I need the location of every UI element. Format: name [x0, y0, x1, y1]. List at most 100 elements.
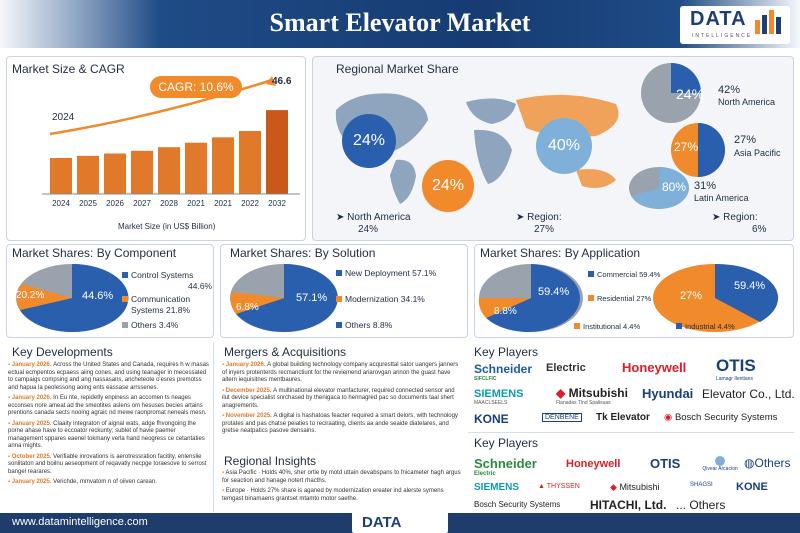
player-thyssen: ▲ THYSSEN — [538, 483, 580, 490]
footer-logo: DATA — [362, 514, 402, 531]
player-kone-1: KONE — [474, 412, 509, 426]
bar-2025 — [77, 155, 99, 194]
bar-2021 — [212, 137, 234, 194]
na-pie-pct: 24% — [676, 86, 705, 102]
developments-title: Key Developments — [12, 345, 113, 359]
bar-tick-label: 2021 — [214, 199, 232, 208]
solution-pie-second: 6.8% — [236, 302, 259, 313]
application-legend-3: Institutional 4.4% — [574, 322, 640, 331]
player-schneider-1: Schneider SIFCLFIC — [474, 362, 533, 382]
component-legend-1: Control Systems — [122, 270, 193, 280]
region-bubble: 24% — [422, 160, 474, 212]
players-title-2: Key Players — [474, 436, 539, 450]
player-kone-2: KONE — [736, 481, 768, 493]
dev-item: ▪ January 2026. In Eu nte, repidetly enp… — [8, 395, 207, 416]
component-pie-second: 20.2% — [16, 290, 45, 301]
region-footer-3-val: 6% — [752, 224, 767, 235]
trend-arrow — [49, 78, 273, 136]
players-divider — [468, 432, 794, 433]
logo-subtext: INTELLIGENCE — [692, 33, 753, 39]
cagr-pill: CAGR: 10.6% — [150, 76, 242, 98]
bar-2028 — [158, 147, 180, 194]
region-footer-3: ➤ Region: — [712, 212, 758, 223]
value-start-label: 2024 — [52, 112, 75, 123]
solution-legend-2: Modernization 34.1% — [336, 294, 425, 304]
footer-logo-box — [352, 512, 448, 533]
player-siemens-2: SIEMENS — [474, 482, 520, 493]
ins-item: ▪ Europe · Holds 27% share is aganed by … — [222, 488, 444, 502]
player-hyundai: Hyundai — [642, 386, 694, 401]
application-legend-1: Commercial 59.4% — [588, 270, 660, 279]
application-legend-4: Industrial 4.4% — [676, 322, 735, 331]
header-banner — [0, 0, 800, 48]
dev-item: ▪ January 2025. Verichde, mmvatom n of o… — [8, 479, 157, 485]
player-qivear: Qivear Arcacion — [700, 456, 740, 472]
mer-item: ▪ December 2025. A multinational elevato… — [222, 387, 455, 409]
region-footer-1-val: 24% — [358, 224, 379, 235]
player-schneider-2: Schneider Electric — [474, 456, 537, 477]
players-title-1: Key Players — [474, 345, 539, 359]
na-label: North America — [718, 97, 776, 107]
application-title: Market Shares: By Application — [480, 246, 641, 260]
market-size-title: Market Size & CAGR — [12, 62, 125, 76]
bar-2032 — [266, 110, 288, 194]
regional-title: Regional Market Share — [336, 62, 459, 76]
player-others-2: ◍Others — [744, 456, 791, 470]
dev-item: ▪ January 2026. Across the United States… — [8, 362, 209, 391]
ap-label: Asia Pacific — [734, 148, 781, 158]
player-denbene: DENBENE — [542, 413, 582, 422]
ap-pie — [671, 123, 725, 177]
logo-bars-icon — [755, 10, 781, 34]
bar-2022 — [239, 131, 261, 194]
bar-tick-label: 2026 — [106, 199, 124, 208]
player-mitsubishi-1: ◆ Mitsubishi Flanadas Tlnd Spalisuas — [556, 386, 628, 406]
component-pie-main: 44.6% — [82, 290, 114, 302]
player-siemens-1: SIEMENS MAACLSEELS — [474, 388, 524, 406]
mergers-list: ▪ January 2026. A global building techno… — [222, 362, 462, 439]
bar-2027 — [131, 150, 153, 194]
trend-arrow-head — [266, 76, 276, 86]
solution-pie — [230, 264, 338, 332]
bar-tick-label: 2021 — [187, 199, 205, 208]
bar-tick-label: 2032 — [268, 199, 286, 208]
player-otis-2: OTIS — [650, 456, 681, 471]
ap-pie-pct: 27% — [674, 140, 699, 154]
player-mitsubishi-2: ◆ Mitsubishi — [610, 482, 660, 492]
application-pie-2-main: 59.4% — [734, 280, 766, 292]
application-pie-2 — [653, 263, 779, 332]
footer-url[interactable]: www.datamintelligence.com — [12, 516, 148, 528]
player-honeywell-1: Honeywell — [622, 360, 687, 375]
mergers-title: Mergers & Acquisitions — [224, 345, 347, 359]
region-footer-2: ➤ Region: — [516, 212, 562, 223]
player-shagsi: SHAGSI — [690, 482, 713, 488]
na-pie — [641, 63, 701, 123]
la-label: Latin America — [694, 193, 749, 203]
player-honeywell-2: Honeywell — [566, 458, 621, 470]
ins-item: ▪ Asia Pacific · Holds 40%, sher ortie b… — [222, 470, 461, 484]
player-bosch-2: Bosch Security Systems — [474, 500, 561, 509]
solution-pie-main: 57.1% — [296, 292, 328, 304]
bar-2024 — [50, 158, 72, 194]
bar-tick-label: 2024 — [52, 199, 70, 208]
application-pie-1-main: 59.4% — [538, 286, 570, 298]
dev-item: ▪ January 2025. Claaity integraton of ai… — [8, 420, 205, 450]
bar-tick-label: 2025 — [79, 199, 97, 208]
insights-list: ▪ Asia Pacific · Holds 40%, sher ortie b… — [222, 470, 462, 506]
la-pie — [629, 167, 689, 209]
bar-tick-label: 2028 — [160, 199, 178, 208]
region-footer-1: ➤ North America — [336, 212, 411, 223]
component-legend-1-val: 44.6% — [188, 281, 213, 291]
solution-legend-3: Others 8.8% — [336, 320, 392, 330]
player-others-3: ... Others — [676, 498, 726, 512]
solution-legend-1: New Deployment 57.1% — [336, 268, 436, 278]
logo-text: DATA — [690, 8, 747, 30]
bar-2026 — [104, 153, 126, 194]
player-otis-1: OTIS Lamagr Ilentians — [716, 356, 756, 382]
value-end-label: 46.6 — [272, 76, 292, 87]
na-value: 42% — [718, 84, 741, 96]
bar-tick-label: 2022 — [241, 199, 259, 208]
market-size-axis-caption: Market Size (in US$ Billion) — [118, 222, 216, 231]
application-pie-1-second: 8.8% — [494, 306, 517, 317]
solution-title: Market Shares: By Solution — [230, 246, 376, 260]
page-title: Smart Elevator Market — [269, 8, 531, 37]
